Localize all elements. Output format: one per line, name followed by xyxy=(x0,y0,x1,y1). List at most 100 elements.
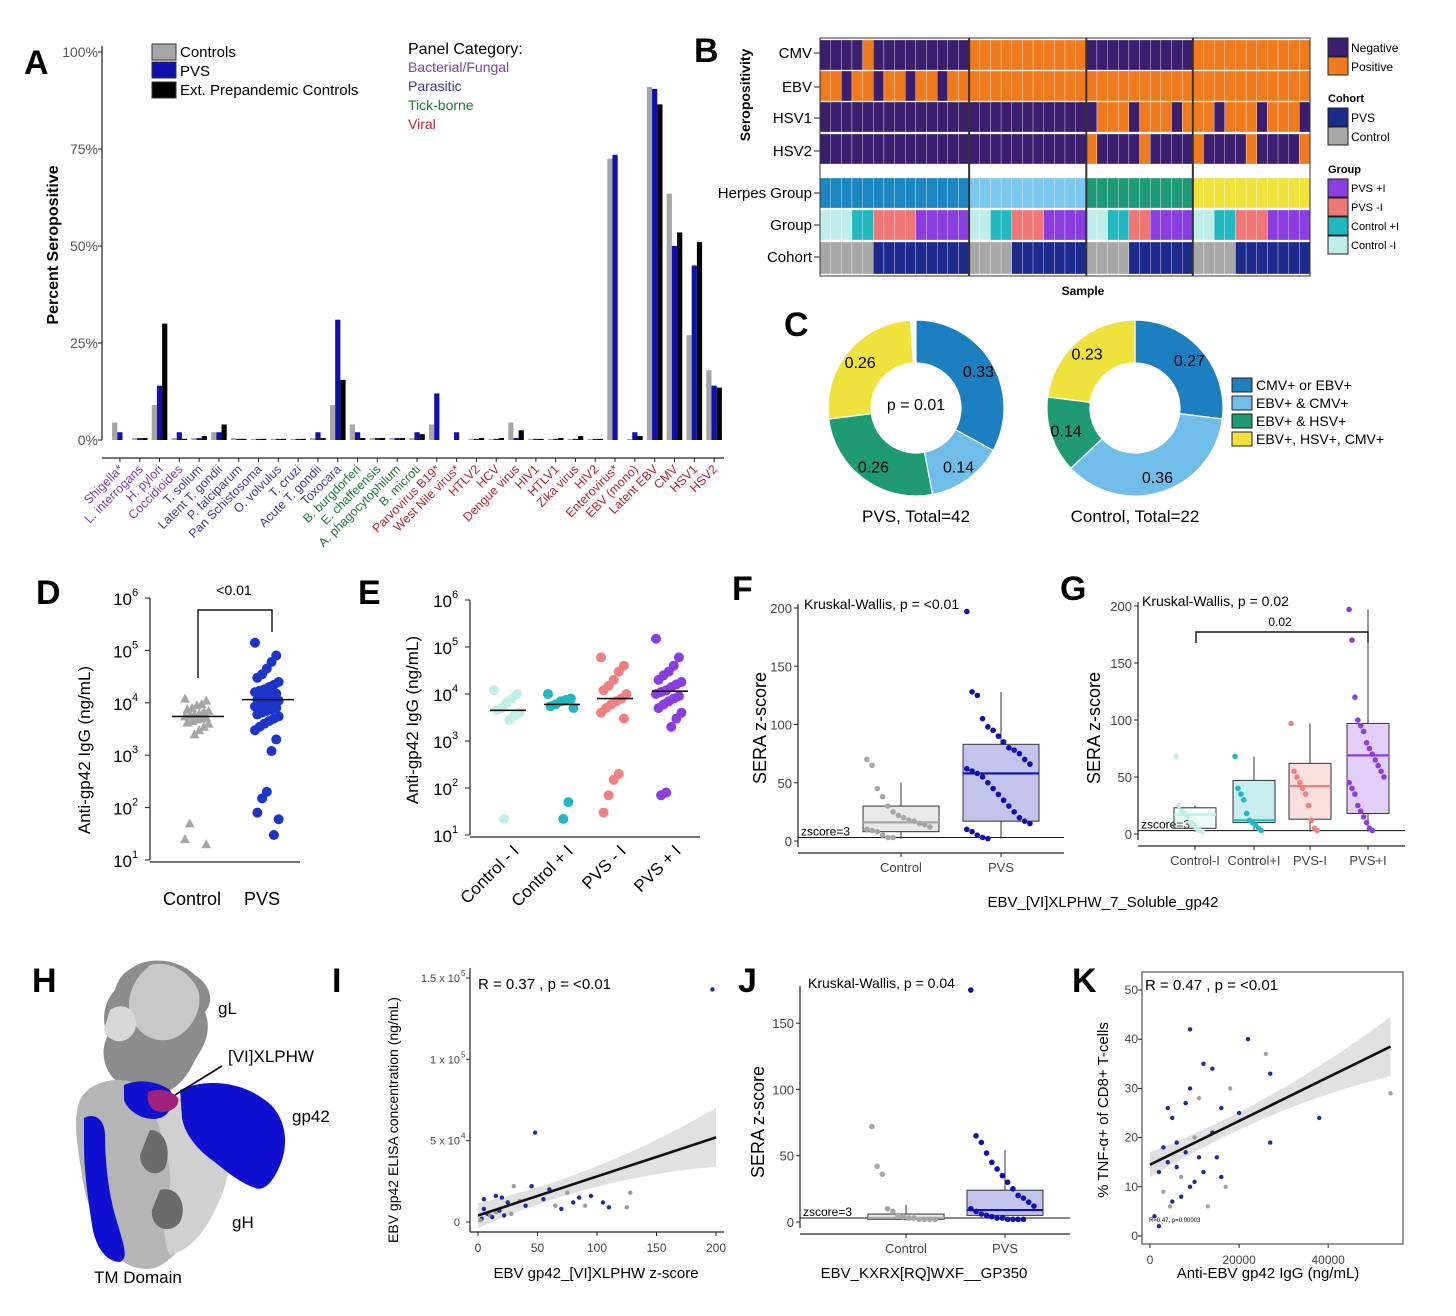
panel-j-point-control xyxy=(884,1205,891,1212)
panel-d-point-pvs xyxy=(266,746,277,757)
heatmap-cell-cohort xyxy=(1235,241,1247,275)
bar-e-chaffeensis-pvs xyxy=(374,438,380,440)
heatmap-cell-hsv1 xyxy=(1054,101,1066,133)
legend-control-minus-i-swatch xyxy=(1327,235,1349,255)
heatmap-cell-ebv xyxy=(851,70,863,102)
heatmap-cell-group xyxy=(1150,209,1162,241)
heatmap-cell-group xyxy=(851,209,863,241)
heatmap-cell-cmv xyxy=(926,39,938,71)
heatmap-cell-herpes-group xyxy=(1096,177,1108,209)
panel-category-title: Panel Category: xyxy=(408,41,523,58)
heatmap-cell-hsv2 xyxy=(1235,133,1247,165)
bar-h-pylori-controls xyxy=(151,405,157,440)
panel-f-point-control xyxy=(895,812,902,819)
panel-i-point xyxy=(499,1195,504,1200)
panel-e-point-pvs-i xyxy=(618,713,629,724)
panel-e-point-pvs-i xyxy=(613,666,624,677)
panel-d-point-pvs xyxy=(250,701,260,712)
panel-d-xtick-pvs: PVS xyxy=(244,889,280,909)
panel-g-ytick-label: 0 xyxy=(1125,827,1132,842)
panel-letter-a: A xyxy=(24,44,49,82)
panel-e-point-pvs-i xyxy=(596,707,606,718)
panel-j-point-pvs xyxy=(989,1159,995,1166)
panel-i-point xyxy=(511,1184,516,1189)
heatmap-cell-cohort xyxy=(1299,241,1311,275)
heatmap-cell-hsv2 xyxy=(1128,133,1140,165)
panel-letter-k: K xyxy=(1072,962,1097,1000)
legend-negative: Negative xyxy=(1351,41,1399,55)
heatmap-cell-cmv xyxy=(873,39,885,71)
heatmap-cell-hsv1 xyxy=(1075,101,1087,133)
panel-k-point xyxy=(1178,1194,1184,1199)
panel-e-point-pvs-i xyxy=(598,807,609,818)
bar-p-falciparum-ext-prepandemic-controls xyxy=(241,438,247,440)
panel-i-ytick-exponent: 5 xyxy=(461,1050,466,1059)
heatmap-cell-ebv xyxy=(1054,70,1066,102)
bar-hiv2-controls xyxy=(587,438,593,440)
bar-b-burgdorferi-controls xyxy=(349,424,355,440)
heatmap-cell-herpes-group xyxy=(1128,177,1140,209)
panel-f-threshold-label: zscore=3 xyxy=(801,825,850,839)
panel-i-point xyxy=(628,1190,633,1195)
panel-f-ytick-label: 0 xyxy=(785,834,792,849)
bar-hiv1-controls xyxy=(528,438,534,440)
heatmap-row-label-herpes-group: Herpes Group xyxy=(718,185,812,202)
panel-d-ylabel: Anti-gp42 IgG (ng/mL) xyxy=(75,666,94,834)
panel-g-boxplot: SERA z-score Kruskal-Wallis, p = 0.02 0.… xyxy=(988,593,1405,911)
bar-b-microti-controls xyxy=(409,438,415,440)
heatmap-cell-hsv1 xyxy=(1118,101,1130,133)
heatmap-cell-hsv2 xyxy=(1150,133,1162,165)
heatmap-cell-herpes-group xyxy=(1288,177,1300,209)
bar-htlv1-controls xyxy=(547,438,554,440)
heatmap-cell-ebv xyxy=(883,70,895,102)
panel-f-point-pvs xyxy=(985,835,991,842)
panel-e-ytick-exponent: 5 xyxy=(452,636,458,648)
heatmap-cell-herpes-group xyxy=(1139,177,1151,209)
legend-pvs-minus-i-swatch xyxy=(1327,197,1349,217)
heatmap-cell-ebv xyxy=(1043,70,1055,102)
panel-f-point-pvs xyxy=(1021,818,1028,824)
bar-enterovirus-pvs xyxy=(612,154,618,440)
heatmap-cell-cohort xyxy=(1139,241,1151,275)
panel-k-point xyxy=(1156,1169,1162,1175)
heatmap-cell-cmv xyxy=(905,39,917,71)
panel-e-ytick-base: 10 xyxy=(433,733,452,752)
panel-i-point xyxy=(501,1213,507,1218)
panel-g-box-pvs-i xyxy=(1346,722,1390,814)
bar-zika-virus-ext-prepandemic-controls xyxy=(578,436,584,440)
heatmap-cell-cmv xyxy=(883,39,895,71)
heatmap-cell-cohort xyxy=(1054,241,1066,275)
donut-control-title: Control, Total=22 xyxy=(1071,507,1200,526)
panel-e-ytick-base: 10 xyxy=(433,780,452,799)
panel-f-point-control xyxy=(900,814,907,821)
panel-j-ytick-label: 150 xyxy=(772,1016,794,1031)
bar-shigella-pvs xyxy=(117,432,123,440)
panel-f-point-pvs xyxy=(964,608,970,615)
panel-k-point xyxy=(1165,1105,1171,1111)
heatmap-cell-hsv1 xyxy=(1000,101,1012,133)
heatmap-cell-ebv xyxy=(1032,70,1044,102)
panel-g-point-control-i xyxy=(1184,814,1191,820)
panel-f-point-control xyxy=(869,762,875,769)
bar-latent-t-gondii-controls xyxy=(211,432,217,440)
panel-i-point xyxy=(509,1211,514,1217)
panel-f-point-control xyxy=(921,821,928,828)
panel-j-point-control xyxy=(879,1171,886,1178)
heatmap-cell-hsv2 xyxy=(915,133,927,165)
panel-g-point-pvs-i xyxy=(1352,694,1358,700)
panel-k-point xyxy=(1170,1199,1175,1204)
legend-cmv-or-ebv-swatch xyxy=(1231,377,1253,393)
heatmap-cell-group xyxy=(1011,209,1023,241)
panel-j-point-pvs xyxy=(1010,1186,1016,1192)
panel-d-point-control xyxy=(180,693,190,703)
heatmap-cell-hsv1 xyxy=(841,101,853,133)
panel-j-point-pvs xyxy=(994,1166,1000,1172)
panel-g-point-control-i xyxy=(1199,828,1206,835)
heatmap-frame xyxy=(819,37,1311,277)
heatmap-cell-cohort xyxy=(1224,241,1236,275)
panel-e-ytick-base: 10 xyxy=(433,639,452,658)
panel-j-threshold-label: zscore=3 xyxy=(803,1205,852,1219)
panel-d-ytick-exponent: 1 xyxy=(132,849,138,861)
bar-p-falciparum-pvs xyxy=(236,438,242,440)
heatmap-cell-group xyxy=(926,209,938,241)
